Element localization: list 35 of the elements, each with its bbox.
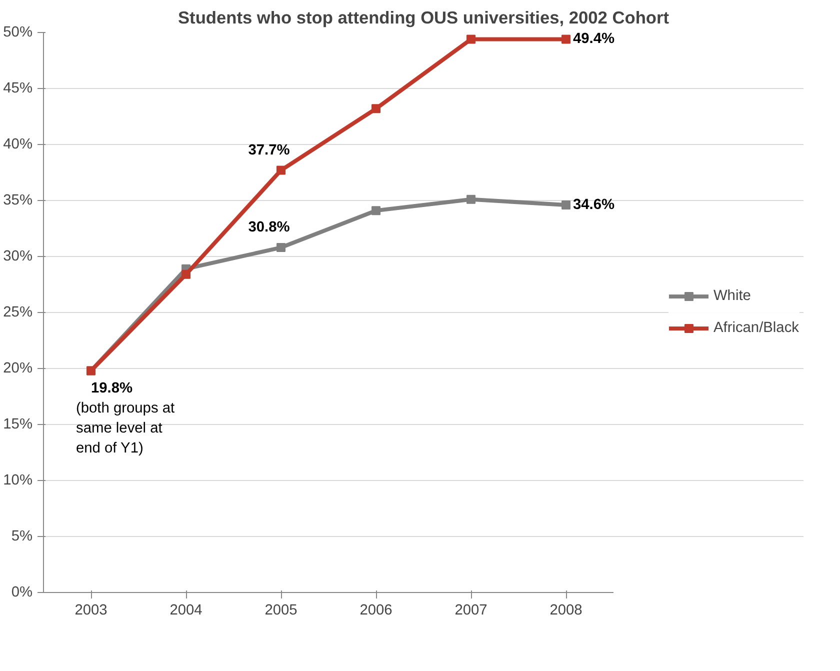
- y-tick-label: 0%: [11, 584, 33, 600]
- data-label: 30.8%: [248, 220, 290, 236]
- x-tick-label: 2007: [454, 602, 488, 618]
- y-tick-label: 35%: [3, 192, 33, 208]
- point: [372, 206, 380, 216]
- point: [466, 194, 476, 204]
- y-tick-label: 20%: [3, 360, 33, 376]
- point: [276, 166, 286, 175]
- x-tick-label: 2005: [264, 602, 298, 618]
- point: [562, 34, 570, 44]
- x-tick-label: 2004: [170, 602, 202, 618]
- y-tick-label: 45%: [3, 80, 33, 96]
- legend-label: White: [713, 288, 751, 304]
- y-tick-label: 25%: [3, 304, 33, 320]
- y-tick-label: 15%: [3, 416, 33, 432]
- y-tick-label: 50%: [3, 24, 33, 40]
- point: [182, 270, 190, 279]
- legend-label: African/Black: [713, 320, 799, 336]
- y-tick-label: 40%: [3, 136, 33, 152]
- x-tick-label: 2006: [360, 602, 392, 618]
- y-tick-label: 10%: [3, 472, 33, 488]
- data-label: 49.4%: [573, 31, 615, 48]
- point: [562, 200, 570, 210]
- data-label: 34.6%: [573, 196, 615, 213]
- annotation: (both groups at same level at end of Y1): [76, 400, 175, 457]
- x-tick-label: 2008: [550, 602, 582, 618]
- data-label: 19.8%: [91, 380, 133, 397]
- x-tick-label: 2003: [74, 602, 108, 618]
- y-tick-label: 5%: [11, 528, 33, 544]
- point: [276, 243, 286, 252]
- point: [466, 34, 476, 44]
- chart-title: Students who stop attending OUS universities, 2002 Cohort: [178, 8, 670, 28]
- point: [372, 104, 380, 114]
- data-label: 37.7%: [248, 142, 290, 158]
- y-tick-label: 30%: [3, 248, 33, 264]
